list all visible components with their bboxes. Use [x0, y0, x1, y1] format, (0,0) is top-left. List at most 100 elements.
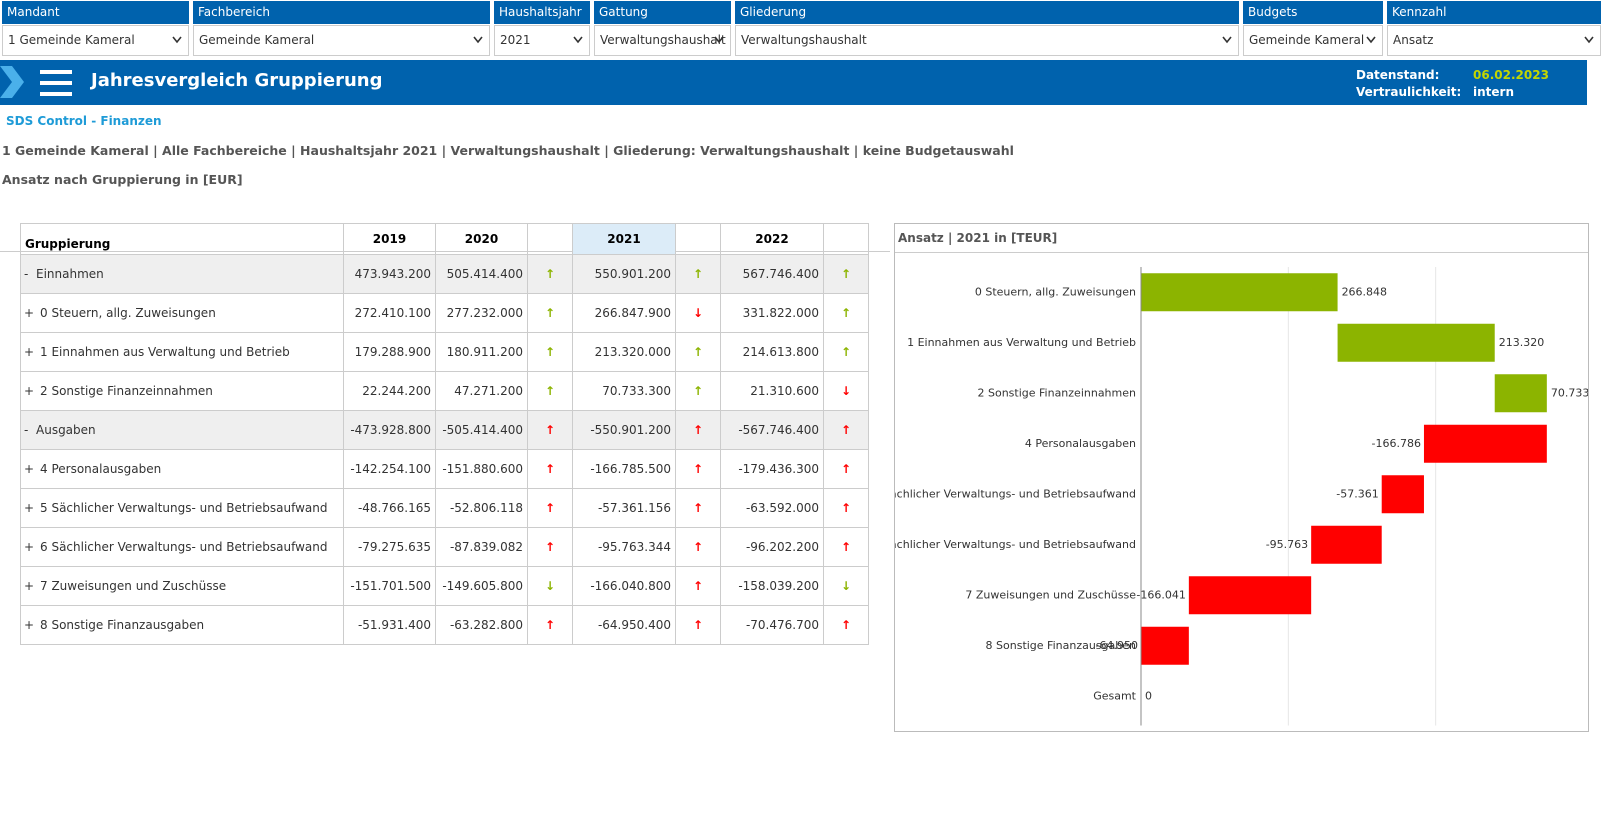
row-toggle[interactable]: +: [24, 501, 35, 515]
cell-value: -79.275.635: [343, 527, 436, 567]
cell-value: -505.414.400: [435, 410, 528, 450]
trend-arrow: ↑: [675, 527, 721, 567]
trend-arrow: ↑: [527, 527, 573, 567]
row-toggle[interactable]: +: [24, 345, 35, 359]
dropdown-icon: [172, 36, 182, 44]
trend-arrow: ↑: [527, 254, 573, 294]
row-toggle[interactable]: -: [24, 267, 29, 281]
value-label: 70.733: [1551, 386, 1588, 399]
cell-value: -48.766.165: [343, 488, 436, 528]
row-label: 7 Zuweisungen und Zuschüsse: [40, 579, 227, 593]
filter-select[interactable]: 2021: [494, 25, 590, 56]
trend-arrow: ↑: [527, 488, 573, 528]
cell-value: 473.943.200: [343, 254, 436, 294]
menu-icon[interactable]: [39, 68, 73, 98]
filter-select[interactable]: Verwaltungshaushalt: [594, 25, 731, 56]
cell-value: -166.040.800: [572, 566, 676, 606]
row-toggle[interactable]: +: [24, 579, 35, 593]
cell-value: 22.244.200: [343, 371, 436, 411]
cell-value: 331.822.000: [720, 293, 824, 333]
trend-arrow: ↑: [527, 449, 573, 489]
row-toggle[interactable]: +: [24, 384, 35, 398]
filter-select[interactable]: Ansatz: [1387, 25, 1601, 56]
row-label: Einnahmen: [36, 267, 104, 281]
datenstand-value: 06.02.2023: [1473, 68, 1549, 82]
group-row: - Einnahmen 473.943.200 505.414.400 ↑ 550.901…: [20, 254, 869, 294]
trend-arrow: ↑: [823, 254, 869, 294]
page-title: Jahresvergleich Gruppierung: [91, 70, 383, 91]
data-row: +8 Sonstige Finanzausgaben -51.931.400 -63…: [20, 605, 869, 645]
filter-label: Gattung: [594, 1, 731, 24]
cell-value: -57.361.156: [572, 488, 676, 528]
group-row: - Ausgaben -473.928.800 -505.414.400 ↑ -550.9…: [20, 410, 869, 450]
dropdown-icon: [1584, 36, 1594, 44]
cell-value: -179.436.300: [720, 449, 824, 489]
data-row: +2 Sonstige Finanzeinnahmen 22.244.200 47.…: [20, 371, 869, 411]
row-toggle[interactable]: +: [24, 618, 35, 632]
row-label-cell: +4 Personalausgaben: [20, 449, 344, 489]
datenstand-label: Datenstand:: [1356, 68, 1440, 82]
filter-select[interactable]: Gemeinde Kameral: [193, 25, 490, 56]
subtitle: Ansatz nach Gruppierung in [EUR]: [2, 172, 243, 187]
cell-value: -63.282.800: [435, 605, 528, 645]
trend-arrow: ↓: [823, 371, 869, 411]
cell-value: 213.320.000: [572, 332, 676, 372]
filter-value: Verwaltungshaushalt: [741, 33, 867, 47]
cell-value: -95.763.344: [572, 527, 676, 567]
filter-select[interactable]: 1 Gemeinde Kameral: [2, 25, 189, 56]
cell-value: -96.202.200: [720, 527, 824, 567]
row-toggle[interactable]: -: [24, 423, 29, 437]
chevron: [473, 36, 483, 44]
row-toggle[interactable]: +: [24, 540, 35, 554]
trend-arrow: ↑: [823, 605, 869, 645]
cell-value: -70.476.700: [720, 605, 824, 645]
header-row: Gruppierung 2019 2020 2021 2022: [20, 223, 869, 255]
cell-value: -63.592.000: [720, 488, 824, 528]
cell-value: 272.410.100: [343, 293, 436, 333]
row-label: 5 Sächlicher Verwaltungs- und Betriebsau…: [40, 501, 328, 515]
filter-value: Verwaltungshaushalt: [600, 33, 726, 47]
category-label: 8 Sonstige Finanzausgaben: [986, 639, 1136, 652]
trend-arrow: ↑: [527, 332, 573, 372]
trend-arrow: ↑: [675, 254, 721, 294]
column-header: 2022: [720, 223, 824, 255]
row-toggle[interactable]: +: [24, 306, 35, 320]
data-row: +0 Steuern, allg. Zuweisungen 272.410.100…: [20, 293, 869, 333]
bar: [1141, 626, 1189, 665]
cell-value: -473.928.800: [343, 410, 436, 450]
chevron: [1584, 36, 1594, 44]
value-label: -166.041: [1136, 588, 1185, 601]
cell-value: 277.232.000: [435, 293, 528, 333]
value-label: 213.320: [1499, 336, 1545, 349]
cell-value: -87.839.082: [435, 527, 528, 567]
filter-label: Kennzahl: [1387, 1, 1601, 24]
trend-arrow: ↑: [823, 527, 869, 567]
filter-label: Budgets: [1243, 1, 1383, 24]
cell-value: 179.288.900: [343, 332, 436, 372]
cell-value: 21.310.600: [720, 371, 824, 411]
filter-select[interactable]: Verwaltungshaushalt: [735, 25, 1239, 56]
filter-value: 1 Gemeinde Kameral: [8, 33, 135, 47]
cell-value: 505.414.400: [435, 254, 528, 294]
row-toggle[interactable]: +: [24, 462, 35, 476]
bar: [1311, 525, 1382, 564]
data-row: +5 Sächlicher Verwaltungs- und Betriebsa…: [20, 488, 869, 528]
row-label: Ausgaben: [36, 423, 96, 437]
category-label: 2 Sonstige Finanzeinnahmen: [977, 386, 1136, 399]
cell-value: 567.746.400: [720, 254, 824, 294]
filter-value: 2021: [500, 33, 531, 47]
chart-panel: Ansatz | 2021 in [TEUR] 0 Steuern, allg.…: [872, 223, 1589, 732]
trend-arrow: ↑: [675, 371, 721, 411]
filter-select[interactable]: Gemeinde Kameral: [1243, 25, 1383, 56]
category-label: 5 Sächlicher Verwaltungs- und Betriebsau…: [895, 487, 1136, 500]
category-label: 4 Personalausgaben: [1025, 437, 1136, 450]
column-header: 2021: [572, 223, 676, 255]
filter-value: Gemeinde Kameral: [199, 33, 315, 47]
cell-value: -64.950.400: [572, 605, 676, 645]
cell-value: -151.701.500: [343, 566, 436, 606]
filter-label: Mandant: [2, 1, 189, 24]
bar: [1141, 273, 1338, 312]
trend-arrow: ↓: [823, 566, 869, 606]
data-table: Gruppierung 2019 2020 2021 2022- Einnahmen 473…: [20, 223, 869, 645]
